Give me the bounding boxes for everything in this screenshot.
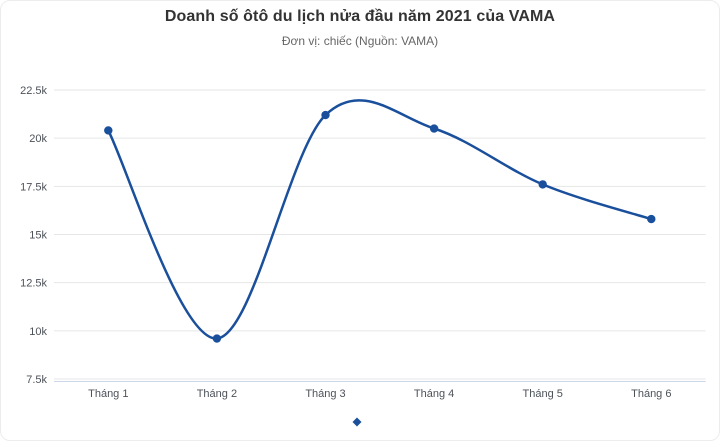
y-tick-label: 7.5k xyxy=(26,374,47,386)
y-tick-label: 17.5k xyxy=(20,181,47,193)
data-point[interactable] xyxy=(429,124,439,133)
chart-subtitle: Đơn vị: chiếc (Nguồn: VAMA) xyxy=(281,34,439,48)
y-tick-label: 10k xyxy=(29,326,47,338)
x-tick-label: Tháng 4 xyxy=(414,388,454,400)
x-tick-label: Tháng 3 xyxy=(305,388,345,400)
x-tick-label: Tháng 1 xyxy=(88,388,128,400)
y-tick-label: 22.5k xyxy=(20,85,47,97)
y-tick-label: 20k xyxy=(29,133,47,145)
series-line xyxy=(107,99,653,340)
data-points xyxy=(104,110,656,343)
data-point[interactable] xyxy=(321,110,330,120)
y-tick-label: 15k xyxy=(29,230,47,242)
gridlines xyxy=(54,89,706,380)
x-axis-labels: Tháng 1 Tháng 2 Tháng 3 Tháng 4 Tháng 5 Tháng… xyxy=(88,388,671,400)
data-point[interactable] xyxy=(647,214,656,224)
y-tick-label: 12.5k xyxy=(20,278,47,290)
data-point[interactable] xyxy=(538,180,547,189)
x-tick-label: Tháng 6 xyxy=(631,388,671,400)
x-tick-label: Tháng 5 xyxy=(523,388,563,400)
chart-title: Doanh số ôtô du lịch nửa đầu năm 2021 củ… xyxy=(164,8,556,25)
x-tick-label: Tháng 2 xyxy=(197,388,237,400)
series-spline xyxy=(107,99,653,340)
legend xyxy=(352,417,362,427)
legend-marker-diamond-icon[interactable] xyxy=(352,417,362,427)
data-point[interactable] xyxy=(104,126,113,135)
data-point[interactable] xyxy=(212,334,222,343)
y-axis-labels: 7.5k 10k 12.5k 15k 17.5k 20k 22.5k xyxy=(20,85,47,386)
